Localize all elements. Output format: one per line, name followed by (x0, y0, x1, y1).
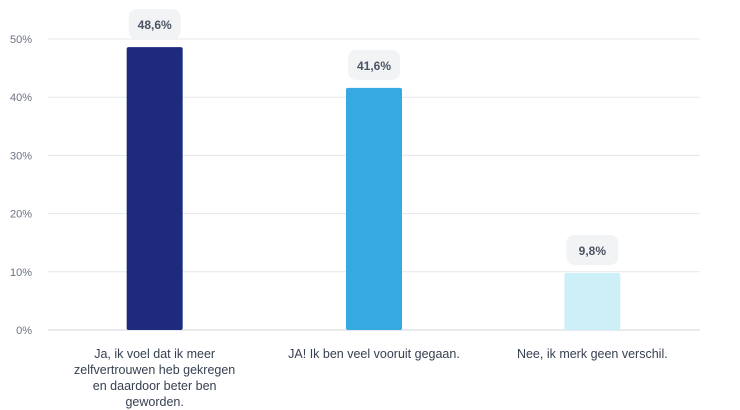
y-tick-label: 20% (10, 209, 32, 221)
data-label: 9,8% (579, 244, 607, 258)
y-tick-label: 50% (10, 34, 32, 46)
bar (564, 272, 621, 330)
x-tick-label: Nee, ik merk geen verschil. (516, 347, 668, 361)
value-badge (348, 49, 400, 80)
y-tick-label: 30% (10, 150, 32, 162)
value-badge (128, 9, 181, 40)
x-tick-label: JA! Ik ben veel vooruit gegaan. (288, 347, 460, 361)
y-tick-label: 40% (10, 92, 32, 104)
data-label: 48,6% (138, 18, 172, 32)
chart-canvas: 0% 10% 20% 30% 40% 50% 48,6% 41,6% 9,8% (10, 9, 700, 337)
value-badge (566, 234, 619, 265)
y-tick-label: 10% (10, 267, 32, 279)
y-tick-label: 0% (16, 325, 32, 337)
x-tick-label: Ja, ik voel dat ik meer zelfvertrouwen h… (74, 347, 236, 409)
bar (126, 47, 183, 330)
bar (346, 87, 402, 330)
data-label: 41,6% (357, 59, 391, 73)
